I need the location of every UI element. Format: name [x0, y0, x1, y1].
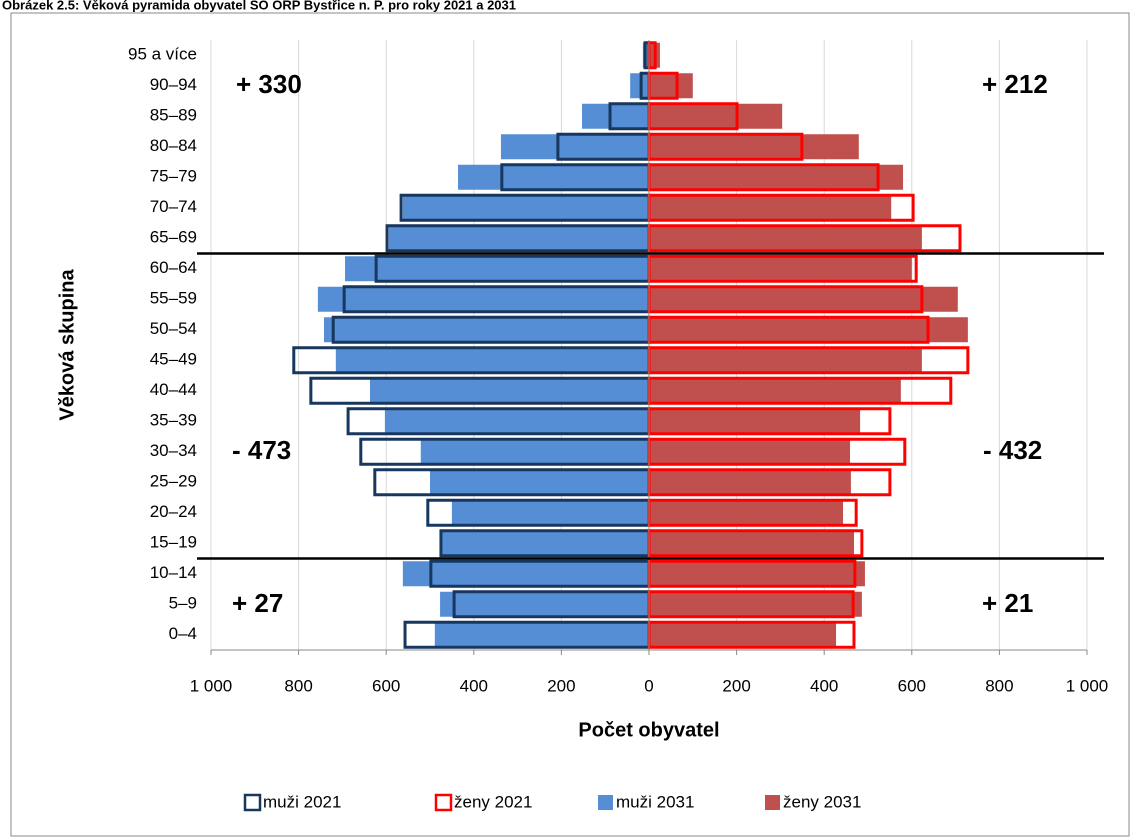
- bar: [388, 225, 649, 251]
- y-tick-label: 35–39: [150, 411, 197, 430]
- x-tick-label: 0: [644, 676, 653, 695]
- bar: [649, 500, 844, 526]
- bar: [440, 591, 649, 617]
- x-tick-label: 1 000: [1066, 676, 1109, 695]
- x-tick-label: 400: [810, 676, 838, 695]
- bar: [324, 317, 649, 343]
- bar: [649, 103, 783, 129]
- y-tick-label: 20–24: [150, 502, 197, 521]
- annotation: + 21: [982, 588, 1033, 618]
- bar: [649, 591, 862, 617]
- y-tick-label: 45–49: [150, 350, 197, 369]
- bar: [500, 134, 649, 160]
- bar: [451, 500, 649, 526]
- y-tick-label: 0–4: [169, 624, 197, 643]
- y-tick-label: 15–19: [150, 533, 197, 552]
- y-tick-label: 5–9: [169, 594, 197, 613]
- bar: [649, 622, 837, 648]
- legend-label: muži 2031: [616, 792, 694, 811]
- legend-swatch: [598, 795, 613, 810]
- bar: [630, 73, 649, 99]
- bar: [649, 164, 904, 190]
- y-tick-label: 50–54: [150, 319, 197, 338]
- bar: [649, 347, 922, 373]
- y-tick-label: 95 a více: [128, 45, 197, 64]
- y-tick-label: 55–59: [150, 289, 197, 308]
- bar: [649, 317, 968, 343]
- legend-swatch: [243, 793, 262, 812]
- chart-title: Obrázek 2.5: Věková pyramida obyvatel SO…: [2, 0, 516, 12]
- legend-label: ženy 2031: [783, 792, 861, 811]
- x-tick-label: 400: [460, 676, 488, 695]
- bar: [649, 256, 912, 282]
- legend-label: ženy 2021: [454, 792, 532, 811]
- bar: [369, 378, 649, 404]
- y-tick-label: 70–74: [150, 197, 197, 216]
- bar: [581, 103, 649, 129]
- bar: [458, 164, 649, 190]
- y-tick-label: 25–29: [150, 472, 197, 491]
- bar: [434, 622, 649, 648]
- legend-swatch: [765, 795, 780, 810]
- y-tick-label: 85–89: [150, 106, 197, 125]
- x-tick-label: 600: [372, 676, 400, 695]
- bar: [430, 469, 649, 495]
- bar: [402, 195, 649, 221]
- bar: [345, 256, 649, 282]
- annotation: - 432: [983, 435, 1042, 465]
- bar: [317, 286, 649, 312]
- annotation: + 27: [232, 588, 283, 618]
- y-tick-label: 10–14: [150, 563, 197, 582]
- bar: [649, 439, 851, 465]
- bar: [649, 225, 922, 251]
- x-tick-label: 1 000: [190, 676, 233, 695]
- y-tick-label: 60–64: [150, 258, 197, 277]
- annotation: - 473: [232, 435, 291, 465]
- x-tick-label: 200: [722, 676, 750, 695]
- y-tick-label: 30–34: [150, 441, 197, 460]
- x-axis-title: Počet obyvatel: [578, 719, 719, 741]
- y-tick-label: 75–79: [150, 167, 197, 186]
- y-axis-title: Věková skupina: [56, 269, 78, 421]
- bar: [441, 530, 649, 556]
- y-tick-label: 90–94: [150, 75, 197, 94]
- annotation: + 330: [236, 69, 302, 99]
- bar: [649, 378, 901, 404]
- bar: [649, 195, 892, 221]
- bar: [335, 347, 649, 373]
- x-tick-label: 600: [898, 676, 926, 695]
- legend-label: muži 2021: [263, 792, 341, 811]
- annotation: + 212: [982, 69, 1048, 99]
- y-tick-label: 80–84: [150, 136, 197, 155]
- bar: [649, 561, 865, 587]
- bar: [649, 73, 693, 99]
- y-tick-label: 65–69: [150, 228, 197, 247]
- bar: [649, 286, 958, 312]
- x-tick-label: 800: [284, 676, 312, 695]
- y-tick-label: 40–44: [150, 380, 197, 399]
- bar: [384, 408, 649, 434]
- x-tick-label: 800: [985, 676, 1013, 695]
- x-tick-label: 200: [547, 676, 575, 695]
- bar: [420, 439, 649, 465]
- legend-swatch: [434, 793, 453, 812]
- bar: [649, 469, 851, 495]
- bar: [402, 561, 649, 587]
- bar: [649, 408, 861, 434]
- bar: [649, 530, 854, 556]
- bar: [649, 134, 859, 160]
